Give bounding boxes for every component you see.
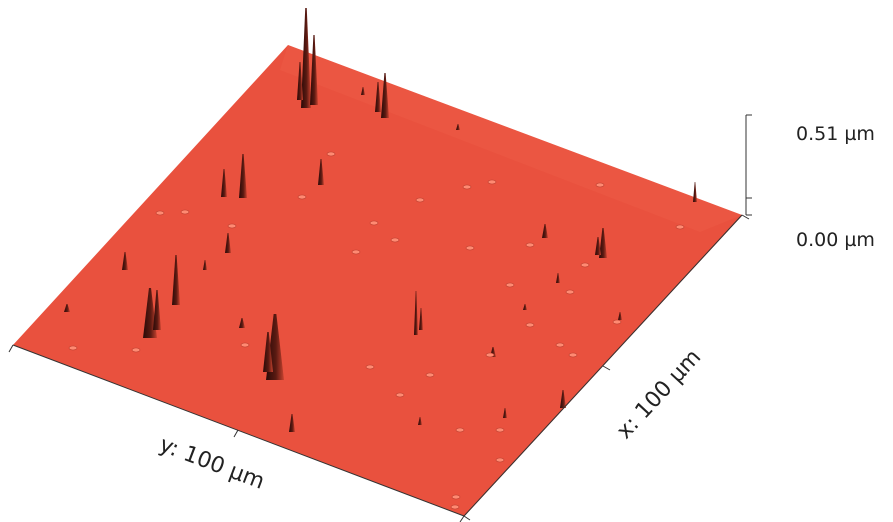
surface-bump — [69, 346, 77, 350]
surface-bump — [463, 185, 471, 189]
surface-bump — [132, 348, 140, 352]
surface-bump — [241, 343, 249, 347]
surface-bump — [569, 353, 577, 357]
surface-bump — [506, 283, 514, 287]
surface-bump — [451, 505, 459, 509]
surface-bump — [526, 243, 534, 247]
surface-bump — [391, 238, 399, 242]
surface-bump — [613, 320, 621, 324]
surface-bump — [488, 180, 496, 184]
surface-bump — [456, 428, 464, 432]
height-scale-bar — [746, 115, 752, 215]
surface-bump — [596, 183, 604, 187]
y-axis-label: y: 100 µm — [156, 432, 268, 495]
surface-bump — [327, 152, 335, 156]
surface-bump — [370, 221, 378, 225]
surface-bump — [352, 250, 360, 254]
surface-bump — [426, 373, 434, 377]
surface-bump — [298, 195, 306, 199]
surface-bump — [566, 290, 574, 294]
surface-bump — [416, 198, 424, 202]
surface-bump — [496, 428, 504, 432]
surface-bump — [396, 393, 404, 397]
surface-bump — [526, 323, 534, 327]
surface-bump — [556, 343, 564, 347]
height-max-label: 0.51 µm — [796, 123, 875, 145]
x-axis-label: x: 100 µm — [612, 345, 706, 444]
surface-bump — [181, 210, 189, 214]
surface-bump — [466, 246, 474, 250]
surface-bump — [452, 495, 460, 499]
surface-bump — [486, 353, 494, 357]
height-min-label: 0.00 µm — [796, 229, 875, 251]
surface-bump — [581, 263, 589, 267]
surface-bump — [676, 225, 684, 229]
surface-spike — [693, 182, 697, 202]
surface-bump — [366, 365, 374, 369]
surface-bump — [496, 458, 504, 462]
surface-bump — [156, 211, 164, 215]
surface-plane — [13, 45, 742, 516]
surface-bump — [228, 224, 236, 228]
